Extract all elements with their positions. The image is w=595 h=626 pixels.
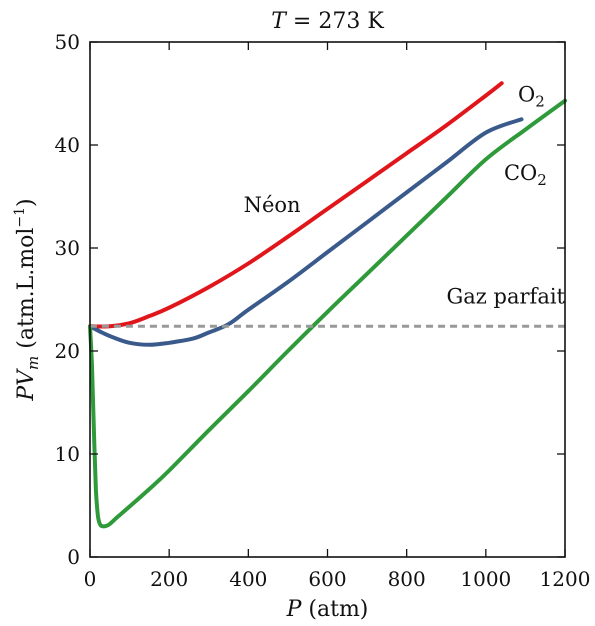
x-axis-unit: (atm)	[301, 597, 368, 622]
y-axis-variable-sub: m	[24, 356, 42, 370]
series-label-gaz-parfait: Gaz parfait	[447, 285, 566, 309]
series-label-o2: O2	[518, 83, 545, 111]
y-tick-label: 20	[55, 339, 80, 363]
series-line-n-on	[88, 81, 504, 329]
x-tick-label: 400	[229, 567, 267, 591]
y-tick-label: 10	[55, 442, 80, 466]
y-axis-variable: PV	[14, 368, 39, 402]
x-axis-variable: P	[286, 597, 303, 622]
y-tick-label: 0	[67, 545, 80, 569]
x-tick-label: 600	[308, 567, 346, 591]
x-tick-label: 1000	[460, 567, 511, 591]
y-tick-label: 50	[55, 30, 80, 54]
labels-layer: Néon O2 CO2 Gaz parfait	[244, 83, 566, 309]
ticks-layer: 0 200 400 600 800 1000 1200 0 10 20 30 40 50	[55, 30, 591, 591]
y-tick-label: 30	[55, 236, 80, 260]
x-axis-title: P (atm)	[286, 597, 369, 622]
title-rest: = 273 K	[286, 9, 384, 34]
x-tick-label: 1200	[540, 567, 591, 591]
series-line-co2	[88, 98, 567, 529]
series-layer	[88, 81, 567, 529]
y-axis-unit-sup: −1	[12, 207, 28, 228]
y-axis-title: PVm (atm.L.mol−1)	[12, 198, 42, 401]
x-tick-label: 0	[84, 567, 97, 591]
y-axis-unit: (atm.L.mol	[14, 228, 39, 356]
y-tick-label: 40	[55, 133, 80, 157]
x-tick-label: 200	[150, 567, 188, 591]
y-axis-unit-close: )	[14, 198, 39, 207]
series-label-n-on: Néon	[244, 193, 301, 217]
chart-title: T = 273 K	[271, 9, 384, 34]
title-variable: T	[271, 9, 288, 34]
x-tick-label: 800	[388, 567, 426, 591]
series-label-co2: CO2	[504, 161, 547, 189]
series-line-o2	[88, 117, 524, 347]
